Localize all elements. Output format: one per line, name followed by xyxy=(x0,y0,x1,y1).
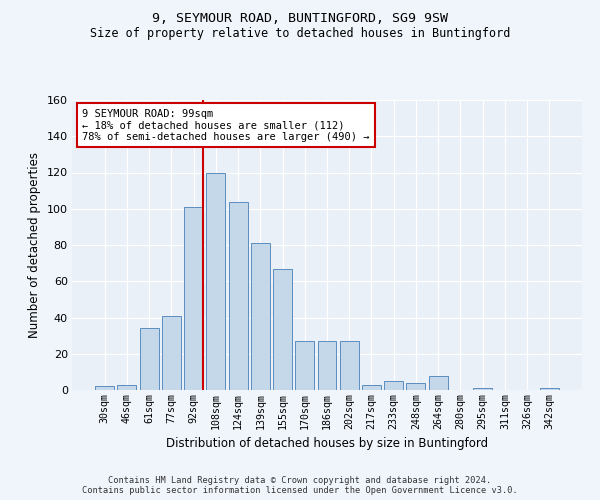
Bar xyxy=(229,202,248,390)
Bar xyxy=(384,381,403,390)
Bar xyxy=(251,243,270,390)
Bar xyxy=(118,384,136,390)
Bar xyxy=(295,341,314,390)
Bar xyxy=(273,268,292,390)
Y-axis label: Number of detached properties: Number of detached properties xyxy=(28,152,41,338)
X-axis label: Distribution of detached houses by size in Buntingford: Distribution of detached houses by size … xyxy=(166,437,488,450)
Text: 9, SEYMOUR ROAD, BUNTINGFORD, SG9 9SW: 9, SEYMOUR ROAD, BUNTINGFORD, SG9 9SW xyxy=(152,12,448,26)
Text: Contains HM Land Registry data © Crown copyright and database right 2024.
Contai: Contains HM Land Registry data © Crown c… xyxy=(82,476,518,495)
Bar xyxy=(184,207,203,390)
Bar xyxy=(429,376,448,390)
Bar xyxy=(95,386,114,390)
Text: 9 SEYMOUR ROAD: 99sqm
← 18% of detached houses are smaller (112)
78% of semi-det: 9 SEYMOUR ROAD: 99sqm ← 18% of detached … xyxy=(82,108,370,142)
Bar xyxy=(206,172,225,390)
Bar xyxy=(317,341,337,390)
Bar xyxy=(406,383,425,390)
Text: Size of property relative to detached houses in Buntingford: Size of property relative to detached ho… xyxy=(90,28,510,40)
Bar xyxy=(162,316,181,390)
Bar xyxy=(540,388,559,390)
Bar xyxy=(362,384,381,390)
Bar xyxy=(340,341,359,390)
Bar xyxy=(473,388,492,390)
Bar xyxy=(140,328,158,390)
